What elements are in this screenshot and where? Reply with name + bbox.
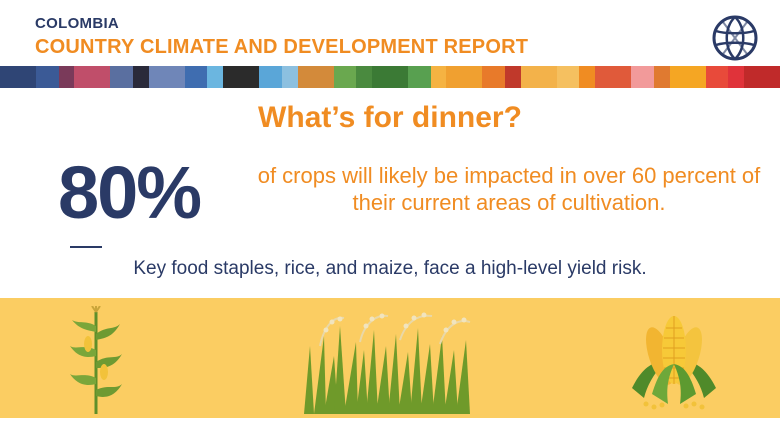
- stripe-segment: [110, 66, 133, 88]
- stripe-segment: [631, 66, 654, 88]
- stat-description: of crops will likely be impacted in over…: [257, 163, 761, 215]
- stripe-segment: [223, 66, 260, 88]
- stripe-segment: [0, 66, 37, 88]
- stripe-segment: [482, 66, 505, 88]
- stripe-segment: [207, 66, 224, 88]
- report-header: COLOMBIA COUNTRY CLIMATE AND DEVELOPMENT…: [0, 0, 780, 66]
- stripe-segment: [669, 66, 706, 88]
- stripe-segment: [579, 66, 596, 88]
- stripe-segment: [371, 66, 409, 88]
- country-name: COLOMBIA: [35, 15, 120, 32]
- stripe-segment: [705, 66, 729, 88]
- stripe-segment: [520, 66, 557, 88]
- rice-grass-icon: [304, 312, 471, 414]
- stripe-segment: [36, 66, 59, 88]
- stripe-segment: [743, 66, 780, 88]
- stripe-segment: [653, 66, 670, 88]
- corn-cobs-icon: [632, 316, 716, 410]
- stripe-segment: [74, 66, 111, 88]
- stripe-segment: [333, 66, 357, 88]
- stripe-segment: [356, 66, 372, 88]
- staples-text: Key food staples, rice, and maize, face …: [133, 258, 647, 279]
- stripe-segment: [504, 66, 521, 88]
- stat-value: 80%: [58, 151, 202, 234]
- stripe-segment: [297, 66, 334, 88]
- color-stripe: [0, 66, 780, 88]
- stripe-segment: [184, 66, 208, 88]
- report-title: COUNTRY CLIMATE AND DEVELOPMENT REPORT: [35, 36, 529, 58]
- world-bank-globe-icon: [712, 15, 758, 61]
- stripe-segment: [595, 66, 632, 88]
- stripe-segment: [58, 66, 75, 88]
- headline: What’s for dinner?: [258, 101, 522, 134]
- stripe-segment: [148, 66, 185, 88]
- stripe-segment: [259, 66, 282, 88]
- stripe-segment: [728, 66, 744, 88]
- stripe-segment: [133, 66, 149, 88]
- corn-plant-icon: [70, 306, 122, 414]
- stripe-segment: [430, 66, 447, 88]
- stripe-segment: [408, 66, 431, 88]
- stripe-segment: [556, 66, 580, 88]
- crop-illustration-band: [0, 298, 780, 418]
- divider: [70, 246, 102, 248]
- stripe-segment: [281, 66, 298, 88]
- stripe-segment: [446, 66, 483, 88]
